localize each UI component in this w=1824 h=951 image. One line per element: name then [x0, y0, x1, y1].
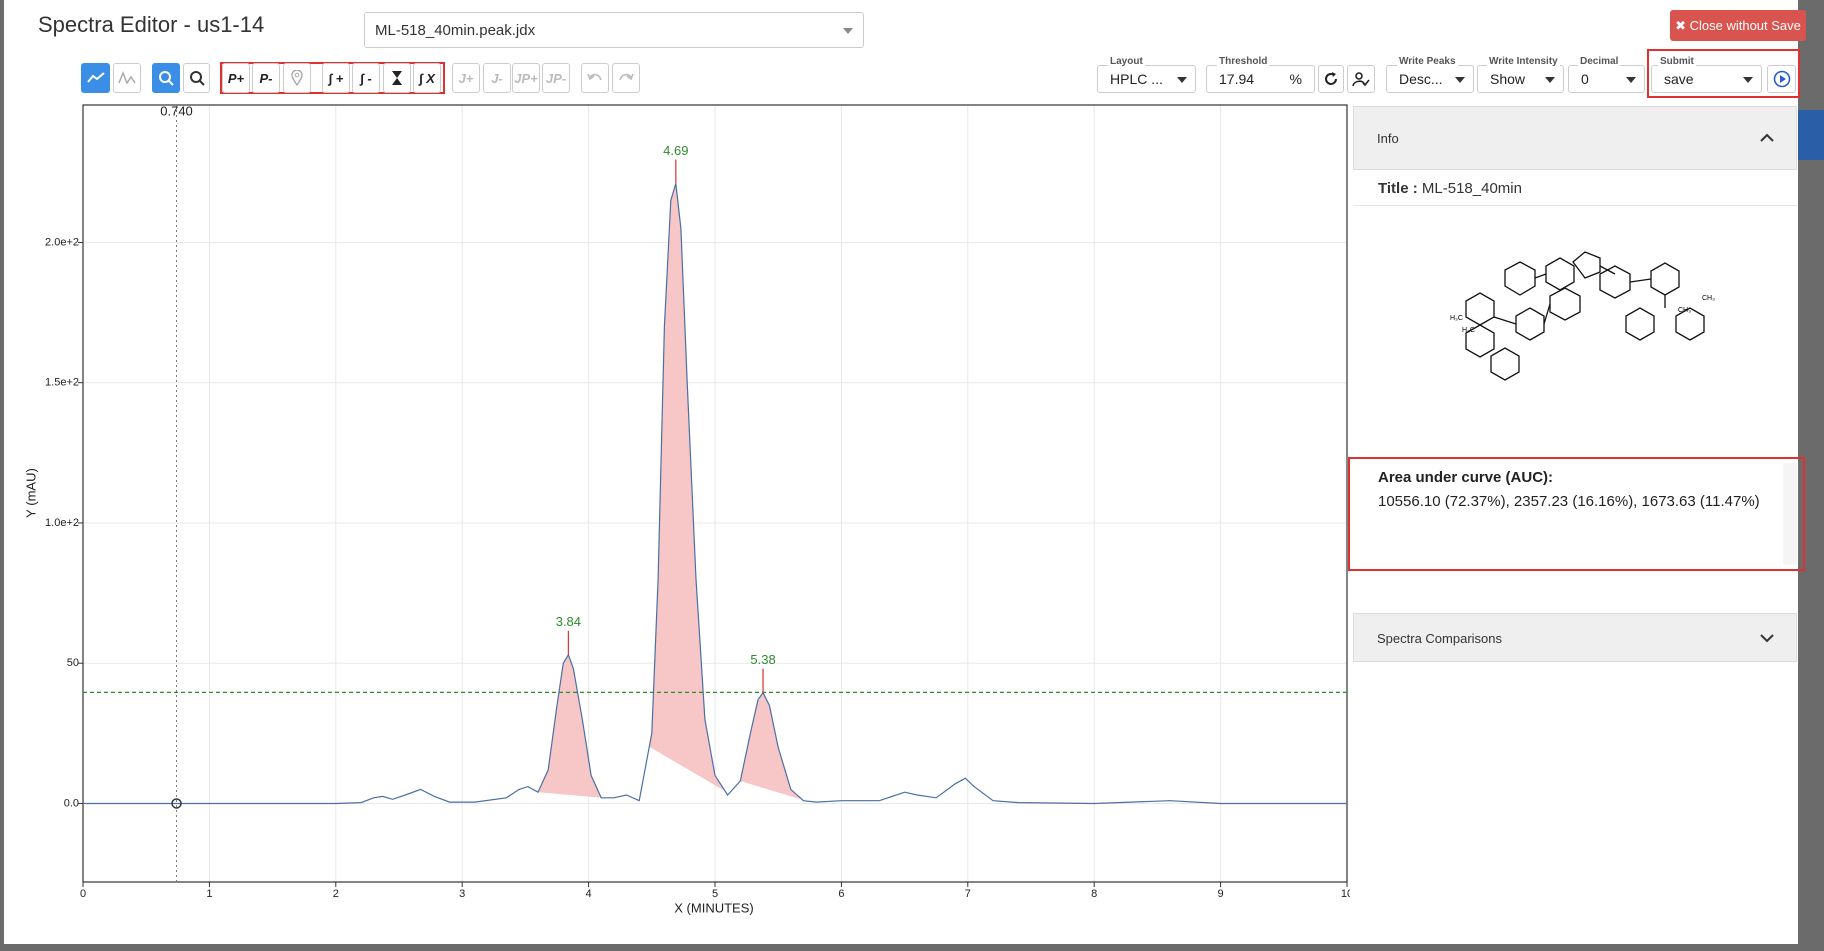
- decimal-select[interactable]: 0: [1568, 65, 1645, 93]
- remove-j[interactable]: J-: [483, 63, 511, 93]
- x-tick-label: 10: [1341, 888, 1350, 900]
- y-axis-label: Y (mAU): [23, 468, 38, 518]
- plot-frame: [82, 104, 1348, 883]
- spectrum-line: [83, 183, 1347, 805]
- cursor-label: 0.740: [160, 103, 193, 118]
- editor-title: Spectra Editor - us1-14: [38, 12, 265, 37]
- zoom-reset[interactable]: [183, 63, 210, 93]
- peak-label: 3.84: [556, 614, 581, 629]
- y-tick-label: 1.5e+2: [45, 377, 79, 389]
- x-tick-label: 7: [965, 888, 971, 900]
- peak-mode[interactable]: [113, 63, 141, 93]
- molecule: H₃C H₃C CH₃ CH₃: [1450, 251, 1715, 381]
- threshold-label: Threshold: [1217, 56, 1270, 67]
- add-jp[interactable]: JP+: [512, 63, 540, 93]
- write-intensity-value: Show: [1490, 71, 1526, 87]
- close-label: Close without Save: [1689, 18, 1801, 33]
- x-tick-label: 2: [333, 888, 339, 900]
- y-tick-label: 2.0e+2: [45, 236, 79, 248]
- auc-title: Area under curve (AUC):: [1378, 469, 1554, 486]
- integration-area: [740, 692, 807, 801]
- auc-box: Area under curve (AUC): 10556.10 (72.37%)…: [1348, 457, 1805, 571]
- line-mode[interactable]: [81, 63, 110, 93]
- layout-value: HPLC ...: [1110, 71, 1163, 87]
- threshold-unit: %: [1289, 71, 1302, 87]
- molecule-label: CH₃: [1678, 307, 1691, 314]
- x-tick-label: 3: [459, 888, 465, 900]
- peak-label: 4.69: [663, 143, 688, 158]
- molecule-label: H₃C: [1462, 327, 1475, 334]
- layout-label: Layout: [1108, 56, 1145, 67]
- y-tick-label: 50: [67, 657, 79, 669]
- clear-integration[interactable]: ∫ X: [413, 63, 441, 93]
- remove-jp[interactable]: JP-: [542, 63, 570, 93]
- write-intensity-label: Write Intensity: [1487, 56, 1560, 67]
- cursor-point: [171, 798, 182, 809]
- auc-values: 10556.10 (72.37%), 2357.23 (16.16%), 167…: [1378, 493, 1760, 510]
- molecule-label: CH₃: [1702, 295, 1715, 302]
- add-j[interactable]: J+: [452, 63, 480, 93]
- title-key: Title :: [1378, 180, 1418, 197]
- x-tick-label: 6: [838, 888, 844, 900]
- peak-label: 5.38: [750, 652, 775, 667]
- pin[interactable]: [283, 63, 311, 93]
- submit-button[interactable]: [1767, 65, 1796, 93]
- x-tick-label: 0: [80, 888, 86, 900]
- y-tick-label: 0.0: [64, 797, 79, 809]
- file-select[interactable]: ML-518_40min.peak.jdx: [364, 12, 864, 48]
- comparisons-title: Spectra Comparisons: [1377, 631, 1502, 646]
- x-axis-label: X (MINUTES): [674, 900, 753, 915]
- redo[interactable]: [612, 63, 640, 93]
- user-check[interactable]: [1347, 65, 1375, 93]
- chart: X (MINUTES) Y (mAU) 0 1 2 3 4 5 6 7 8 9 10 0.0 50 1.0…: [23, 103, 1350, 915]
- undo[interactable]: [581, 63, 609, 93]
- info-header[interactable]: Info: [1353, 106, 1797, 170]
- threshold-value: 17.94: [1219, 71, 1255, 87]
- integration-area: [538, 654, 604, 798]
- integration-area: [649, 183, 726, 792]
- x-tick-label: 4: [586, 888, 592, 900]
- write-peaks-select[interactable]: Desc...: [1386, 65, 1474, 93]
- layout-select[interactable]: HPLC ...: [1097, 65, 1196, 93]
- write-intensity-select[interactable]: Show: [1477, 65, 1564, 93]
- info-title: Info: [1377, 131, 1399, 146]
- decimal-label: Decimal: [1578, 56, 1621, 67]
- add-integration[interactable]: ∫ +: [322, 63, 350, 93]
- decimal-value: 0: [1581, 71, 1589, 87]
- remove-integration[interactable]: ∫ -: [352, 63, 380, 93]
- add-peak[interactable]: P+: [222, 63, 250, 93]
- x-tick-label: 9: [1218, 888, 1224, 900]
- hourglass[interactable]: [383, 63, 411, 93]
- submit-select[interactable]: save: [1651, 65, 1762, 93]
- refresh[interactable]: [1318, 65, 1344, 93]
- file-name: ML-518_40min.peak.jdx: [375, 22, 536, 39]
- write-peaks-value: Desc...: [1399, 71, 1443, 87]
- zoom[interactable]: [152, 63, 180, 93]
- y-tick-label: 1.0e+2: [45, 517, 79, 529]
- molecule-label: H₃C: [1450, 315, 1463, 322]
- x-tick-label: 8: [1091, 888, 1097, 900]
- x-tick-label: 1: [206, 888, 212, 900]
- close-button[interactable]: ✖ Close without Save: [1670, 10, 1806, 41]
- write-peaks-label: Write Peaks: [1397, 56, 1458, 67]
- remove-peak[interactable]: P-: [252, 63, 280, 93]
- submit-label: Submit: [1658, 56, 1696, 67]
- x-tick-label: 5: [712, 888, 718, 900]
- scrollbar[interactable]: [1783, 463, 1797, 565]
- title-row: Title : ML-518_40min: [1353, 170, 1797, 206]
- title-value: ML-518_40min: [1421, 180, 1522, 197]
- highlight-box: [1647, 49, 1800, 98]
- submit-value: save: [1664, 71, 1694, 87]
- comparisons-header[interactable]: Spectra Comparisons: [1353, 613, 1797, 662]
